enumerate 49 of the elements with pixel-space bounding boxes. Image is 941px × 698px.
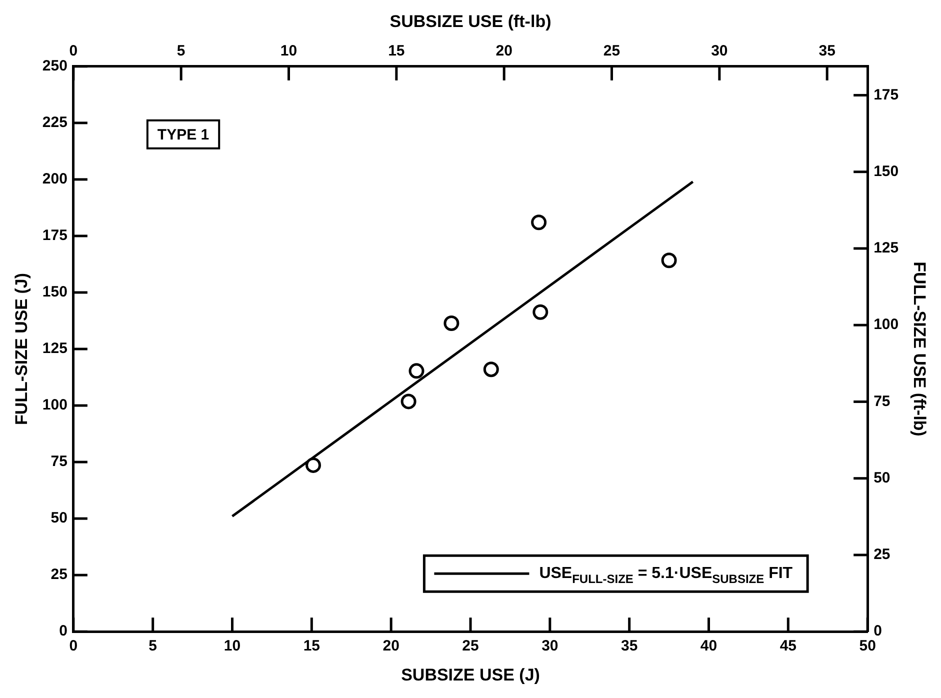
y2-tick-label: 175 [874, 86, 899, 104]
x2-tick-label: 25 [603, 42, 620, 60]
y-tick-label: 200 [42, 170, 68, 188]
y2-tick-label: 75 [874, 392, 890, 410]
y2-tick-label: 150 [874, 162, 899, 180]
y2-axis-title: FULL-SIZE USE (ft-lb) [910, 262, 930, 436]
point [532, 304, 548, 320]
y-tick-label: 250 [42, 58, 68, 75]
x-tick-label: 35 [620, 638, 638, 655]
x2-tick-label: 20 [496, 42, 512, 60]
point [306, 457, 322, 473]
annotation: TYPE 1 [157, 126, 210, 144]
point [444, 315, 460, 331]
point [408, 363, 424, 379]
y-tick-label: 100 [42, 396, 68, 414]
y2-tick-label: 0 [874, 622, 882, 640]
x2-tick-label: 5 [176, 42, 186, 60]
x2-axis-title: SUBSIZE USE (ft-lb) [390, 12, 552, 31]
x-tick-label: 45 [780, 638, 796, 655]
x-tick-label: 10 [224, 638, 241, 655]
x-tick-label: 30 [542, 638, 558, 655]
y2-tick-label: 25 [874, 546, 890, 564]
y-tick-label: 75 [50, 453, 68, 470]
y2-tick-label: 125 [874, 240, 899, 257]
x-tick-label: 25 [462, 638, 479, 655]
point [661, 252, 677, 268]
x-axis-title: SUBSIZE USE (J) [401, 665, 540, 684]
y-tick-label: 125 [42, 340, 68, 358]
y-tick-label: 175 [42, 227, 68, 244]
x2-tick-label: 30 [711, 42, 728, 60]
y-tick-label: 50 [50, 510, 68, 527]
x-tick-label: 50 [859, 638, 876, 655]
y2-tick-label: 50 [874, 469, 890, 486]
x2-tick-label: 35 [818, 42, 836, 60]
point [400, 394, 416, 410]
point [531, 214, 547, 230]
y2-tick-label: 100 [874, 316, 899, 334]
y-tick-label: 150 [42, 284, 68, 301]
x2-tick-label: 15 [388, 42, 405, 60]
y-tick-label: 25 [50, 566, 68, 584]
x-tick-label: 5 [148, 638, 158, 655]
y-tick-label: 225 [42, 114, 68, 132]
y-axis-title: FULL-SIZE USE (J) [12, 272, 31, 426]
y-tick-label: 0 [59, 622, 68, 640]
x2-tick-label: 10 [280, 42, 298, 60]
x-tick-label: 20 [382, 638, 400, 655]
point [483, 362, 499, 378]
x-tick-label: 40 [700, 638, 718, 655]
x-tick-label: 15 [303, 638, 320, 655]
